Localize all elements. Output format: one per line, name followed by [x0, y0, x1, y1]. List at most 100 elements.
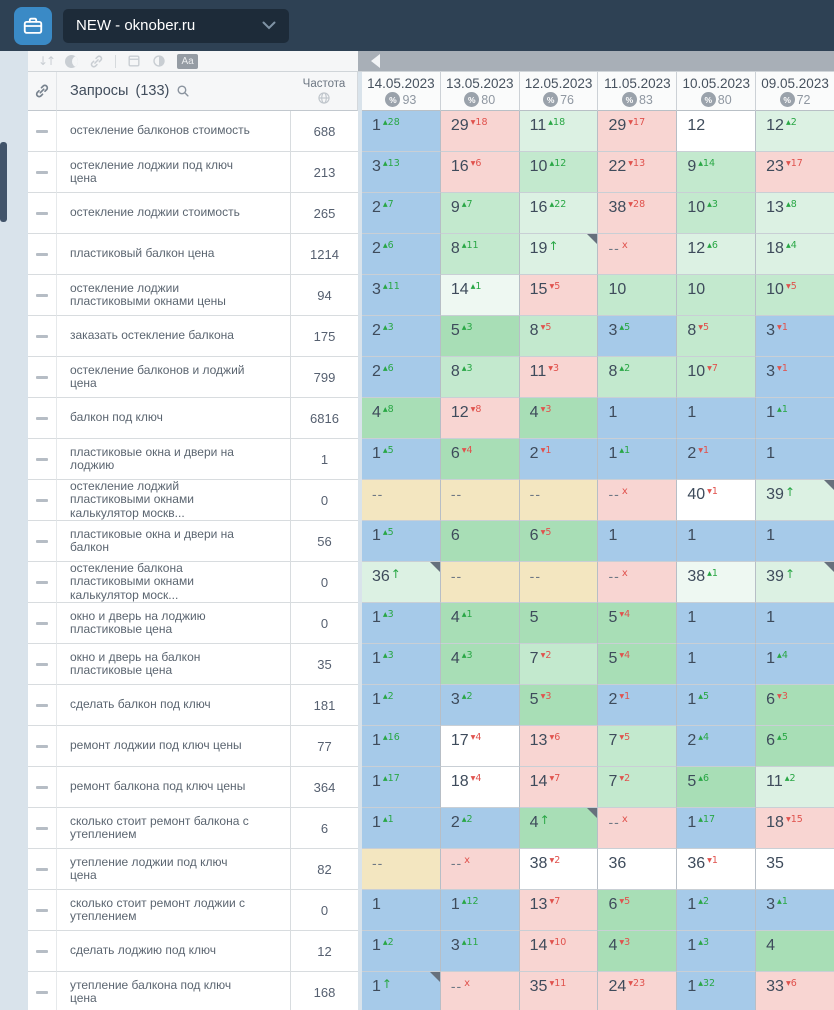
queries-column-header[interactable]: Запросы (133): [57, 72, 291, 111]
position-cell[interactable]: 4 ▾3: [598, 931, 678, 972]
position-cell[interactable]: 10 ▾7: [677, 357, 757, 398]
position-cell[interactable]: 1 ▴2: [677, 890, 757, 931]
position-cell[interactable]: 1 ▴17: [677, 808, 757, 849]
position-cell[interactable]: 10: [677, 275, 757, 316]
position-cell[interactable]: 6 ▾5: [519, 521, 599, 562]
keyword-cell[interactable]: заказать остекление балкона: [57, 316, 291, 357]
position-cell[interactable]: 1 ▴12: [440, 890, 520, 931]
position-cell[interactable]: 8 ▴2: [598, 357, 678, 398]
text-format-icon[interactable]: Aa: [177, 53, 199, 69]
position-cell[interactable]: 39↑: [756, 480, 834, 521]
position-cell[interactable]: 9 ▴7: [440, 193, 520, 234]
position-cell[interactable]: 3 ▾1: [756, 357, 834, 398]
projects-button[interactable]: [14, 6, 52, 45]
position-cell[interactable]: --: [440, 562, 520, 603]
keyword-cell[interactable]: остекление балкона пластиковыми окнами к…: [57, 561, 291, 603]
status-circle-icon[interactable]: [65, 54, 79, 68]
sort-icon[interactable]: ↓↑: [38, 54, 56, 68]
position-cell[interactable]: 1: [677, 521, 757, 562]
position-cell[interactable]: 13 ▾7: [519, 890, 599, 931]
date-column-header[interactable]: 09.05.2023 % 72: [756, 72, 834, 111]
position-cell[interactable]: 36: [598, 849, 678, 890]
keyword-cell[interactable]: пластиковые окна и двери на лоджию: [57, 439, 291, 480]
position-cell[interactable]: 1 ▴5: [362, 439, 441, 480]
position-cell[interactable]: 3 ▴11: [440, 931, 520, 972]
keyword-cell[interactable]: остекление лоджии пластиковыми окнами це…: [57, 275, 291, 316]
position-cell[interactable]: 23 ▾17: [756, 152, 834, 193]
position-cell[interactable]: 14 ▾10: [519, 931, 599, 972]
position-cell[interactable]: 3 ▾1: [756, 316, 834, 357]
position-cell[interactable]: 1: [756, 439, 834, 480]
position-cell[interactable]: 1 ▴28: [362, 111, 441, 152]
position-cell[interactable]: 29 ▾18: [440, 111, 520, 152]
card-icon[interactable]: [127, 54, 141, 68]
keyword-cell[interactable]: остекление балконов стоимость: [57, 111, 291, 152]
position-cell[interactable]: 11 ▾3: [519, 357, 599, 398]
position-cell[interactable]: 19↑: [519, 234, 599, 275]
position-cell[interactable]: -- x: [598, 234, 678, 275]
position-cell[interactable]: 1: [598, 521, 678, 562]
project-selector[interactable]: NEW - oknober.ru: [63, 8, 289, 43]
position-cell[interactable]: 1 ▴17: [362, 767, 441, 808]
position-cell[interactable]: 3 ▴13: [362, 152, 441, 193]
position-cell[interactable]: 4 ▴3: [440, 644, 520, 685]
position-cell[interactable]: 12 ▴6: [677, 234, 757, 275]
position-cell[interactable]: 10: [598, 275, 678, 316]
position-cell[interactable]: 1 ▴1: [598, 439, 678, 480]
keyword-cell[interactable]: балкон под ключ: [57, 398, 291, 439]
position-cell[interactable]: 1 ▴4: [756, 644, 834, 685]
date-column-header[interactable]: 13.05.2023 % 80: [440, 72, 520, 111]
position-cell[interactable]: 15 ▾5: [519, 275, 599, 316]
position-cell[interactable]: 3 ▴11: [362, 275, 441, 316]
contrast-icon[interactable]: [152, 54, 166, 68]
row-drag-handle[interactable]: [28, 398, 57, 439]
position-cell[interactable]: 1 ▴1: [362, 808, 441, 849]
date-column-header[interactable]: 11.05.2023 % 83: [598, 72, 678, 111]
position-cell[interactable]: 16 ▾6: [440, 152, 520, 193]
position-cell[interactable]: 2 ▾1: [677, 439, 757, 480]
position-cell[interactable]: 5 ▴6: [677, 767, 757, 808]
link-icon[interactable]: [89, 54, 104, 69]
position-cell[interactable]: 1 ▴2: [362, 931, 441, 972]
position-cell[interactable]: 1 ▴1: [756, 398, 834, 439]
position-cell[interactable]: 24 ▾23: [598, 972, 678, 1010]
position-cell[interactable]: 2 ▴6: [362, 357, 441, 398]
position-cell[interactable]: 5 ▴3: [440, 316, 520, 357]
position-cell[interactable]: -- x: [598, 562, 678, 603]
position-cell[interactable]: 7 ▾5: [598, 726, 678, 767]
keyword-cell[interactable]: остекление лоджии под ключ цена: [57, 152, 291, 193]
date-column-header[interactable]: 10.05.2023 % 80: [677, 72, 757, 111]
keyword-cell[interactable]: ремонт лоджии под ключ цены: [57, 726, 291, 767]
position-cell[interactable]: 38 ▾2: [519, 849, 599, 890]
row-drag-handle[interactable]: [28, 685, 57, 726]
position-cell[interactable]: 7 ▾2: [598, 767, 678, 808]
position-cell[interactable]: 35: [756, 849, 834, 890]
row-drag-handle[interactable]: [28, 521, 57, 562]
position-cell[interactable]: 2 ▴7: [362, 193, 441, 234]
position-cell[interactable]: 1: [598, 398, 678, 439]
position-cell[interactable]: -- x: [440, 972, 520, 1010]
position-cell[interactable]: -- x: [440, 849, 520, 890]
keyword-cell[interactable]: окно и дверь на лоджию пластиковые цена: [57, 603, 291, 644]
keyword-cell[interactable]: утепление лоджии под ключ цена: [57, 849, 291, 890]
position-cell[interactable]: 1: [756, 603, 834, 644]
position-cell[interactable]: 1 ▴2: [362, 685, 441, 726]
row-drag-handle[interactable]: [28, 767, 57, 808]
position-cell[interactable]: 11 ▴2: [756, 767, 834, 808]
position-cell[interactable]: 2 ▴2: [440, 808, 520, 849]
row-drag-handle[interactable]: [28, 808, 57, 849]
keyword-cell[interactable]: остекление лоджии стоимость: [57, 193, 291, 234]
position-cell[interactable]: 8 ▾5: [677, 316, 757, 357]
row-drag-handle[interactable]: [28, 726, 57, 767]
row-drag-handle[interactable]: [28, 480, 57, 521]
row-drag-handle[interactable]: [28, 603, 57, 644]
keyword-cell[interactable]: ремонт балкона под ключ цены: [57, 767, 291, 808]
position-cell[interactable]: 5 ▾3: [519, 685, 599, 726]
position-cell[interactable]: 14 ▾7: [519, 767, 599, 808]
position-cell[interactable]: 38 ▾28: [598, 193, 678, 234]
keyword-cell[interactable]: сколько стоит ремонт лоджии с утеплением: [57, 890, 291, 931]
search-icon[interactable]: [176, 84, 190, 98]
position-cell[interactable]: 18 ▾15: [756, 808, 834, 849]
row-drag-handle[interactable]: [28, 890, 57, 931]
position-cell[interactable]: 1: [756, 521, 834, 562]
